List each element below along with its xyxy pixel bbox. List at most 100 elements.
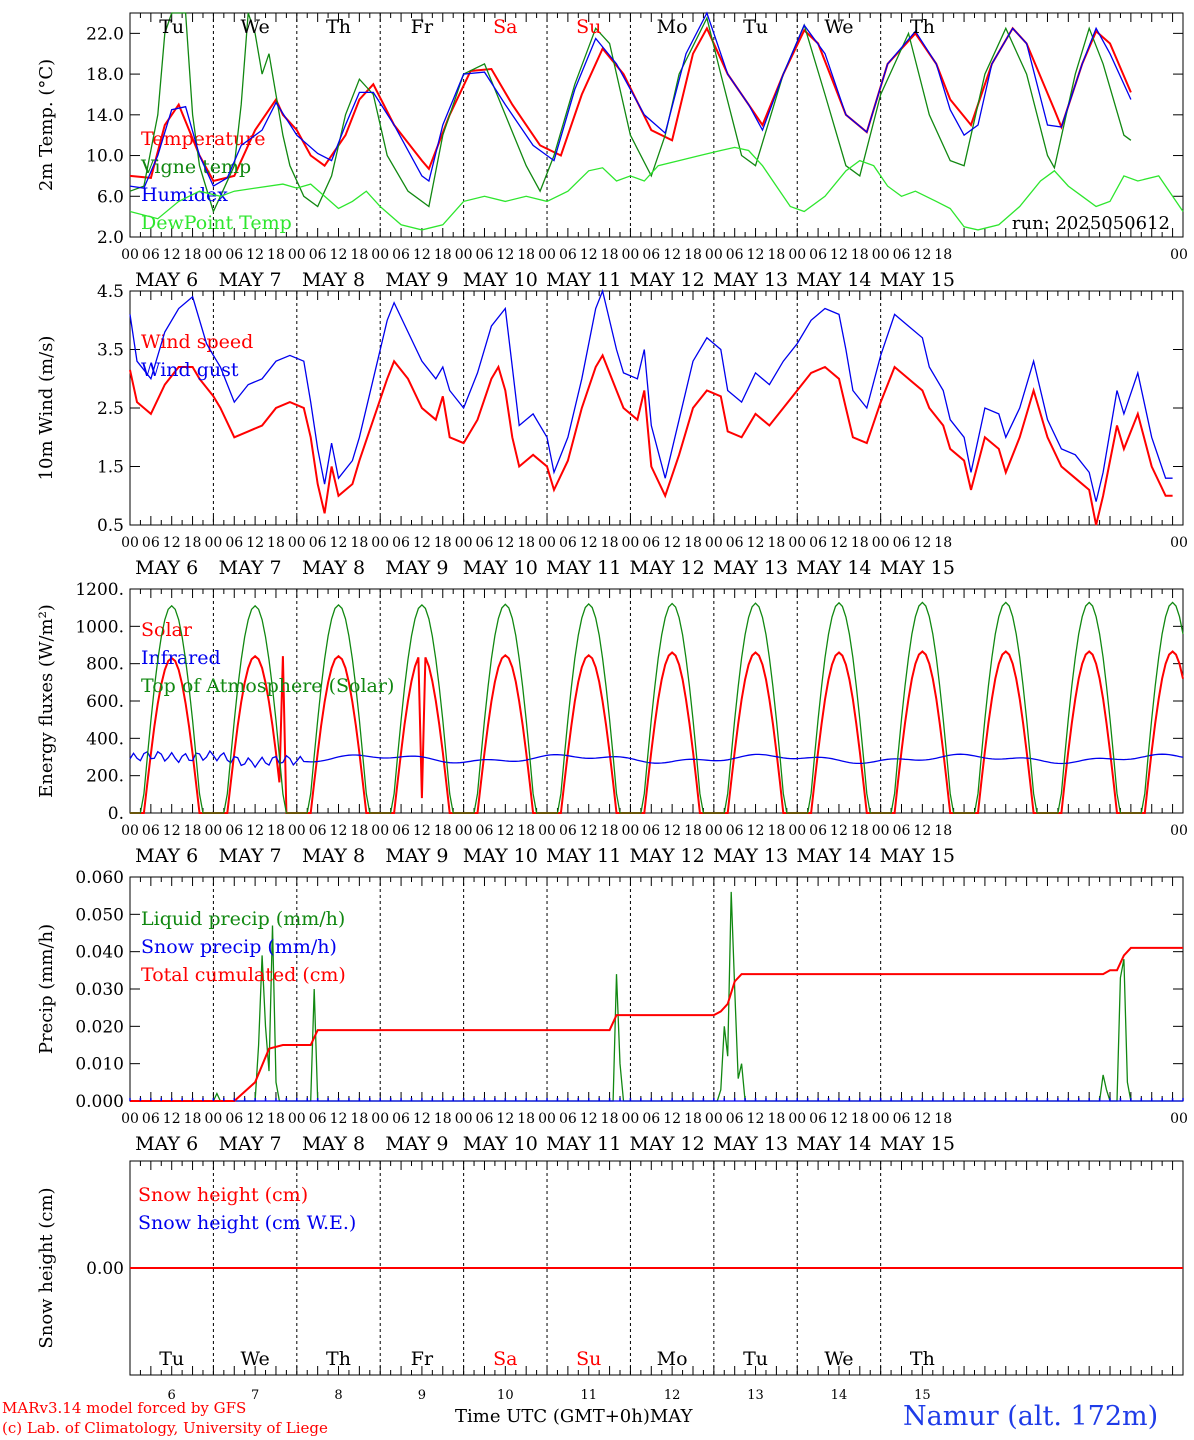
weekday-label: Th	[326, 1348, 351, 1370]
x-hour-label: 18	[851, 247, 869, 263]
x-hour-label: 18	[934, 823, 952, 839]
x-hour-label: 18	[184, 247, 202, 263]
y-tick-label: 600.	[86, 692, 124, 712]
legend-total-cumulated-cm-: Total cumulated (cm)	[141, 964, 346, 986]
day-number-label: 13	[747, 1388, 764, 1403]
x-hour-label: 00	[705, 1111, 723, 1127]
x-hour-label: 12	[163, 823, 181, 839]
x-date-label: MAY 8	[302, 557, 365, 579]
x-hour-label: 12	[496, 823, 514, 839]
x-hour-label: 00	[288, 823, 306, 839]
y-tick-label: 1200.	[75, 580, 124, 600]
weekday-label: We	[240, 1348, 269, 1370]
series-line-wind-speed	[129, 353, 1173, 526]
x-date-label: MAY 9	[385, 269, 448, 291]
x-hour-label: 06	[476, 823, 494, 839]
x-hour-label: 18	[350, 823, 368, 839]
x-hour-label: 18	[934, 1111, 952, 1127]
day-number-label: 10	[497, 1388, 514, 1403]
x-date-label: MAY 7	[219, 845, 282, 867]
legend-vigne-temp: Vigne temp	[140, 156, 251, 178]
x-hour-label: 06	[893, 247, 911, 263]
x-date-label: MAY 10	[463, 557, 538, 579]
x-hour-label: 00	[872, 535, 890, 551]
series-line-top-of-atmosphere-solar-	[130, 601, 1184, 814]
x-hour-label: 18	[434, 247, 452, 263]
series-line-dewpoint-temp	[129, 146, 1184, 231]
x-hour-label: 12	[580, 823, 598, 839]
x-hour-label: 18	[934, 535, 952, 551]
y-tick-label: 3.5	[97, 341, 124, 361]
x-hour-label: 18	[267, 535, 285, 551]
x-hour-label: 18	[434, 535, 452, 551]
x-hour-label: 00	[1170, 1111, 1188, 1127]
x-hour-label: 06	[142, 247, 160, 263]
weekday-label: Fr	[411, 16, 434, 38]
x-hour-label: 12	[496, 1111, 514, 1127]
y-tick-label: 0.030	[75, 980, 124, 1000]
x-hour-label: 12	[747, 247, 765, 263]
x-date-label: MAY 15	[880, 557, 955, 579]
x-date-label: MAY 13	[713, 1133, 788, 1155]
x-hour-label: 18	[184, 823, 202, 839]
weekday-label: Tu	[159, 16, 184, 38]
weekday-label: Sa	[493, 1348, 517, 1370]
x-hour-label: 18	[851, 823, 869, 839]
x-hour-label: 06	[392, 823, 410, 839]
x-hour-label: 12	[913, 1111, 931, 1127]
x-hour-label: 12	[830, 823, 848, 839]
x-hour-label: 00	[455, 247, 473, 263]
x-hour-label: 06	[726, 247, 744, 263]
x-date-label: MAY 11	[546, 1133, 621, 1155]
x-date-label: MAY 15	[880, 845, 955, 867]
weekday-label: Su	[576, 1348, 601, 1370]
x-hour-label: 18	[184, 535, 202, 551]
x-hour-label: 00	[1170, 247, 1188, 263]
day-number-label: 7	[251, 1388, 259, 1403]
x-hour-label: 06	[726, 823, 744, 839]
x-hour-label: 06	[726, 1111, 744, 1127]
panel-4: 0.000 0.010 0.020 0.030 0.040 0.050 0.060 Preci…	[36, 868, 1188, 1155]
legend-wind-gust: Wind gust	[141, 359, 239, 381]
weekday-label: We	[240, 16, 269, 38]
x-hour-label: 06	[309, 1111, 327, 1127]
x-hour-label: 18	[851, 1111, 869, 1127]
x-hour-label: 18	[184, 1111, 202, 1127]
x-date-label: MAY 7	[219, 269, 282, 291]
legend-dewpoint-temp: DewPoint Temp	[141, 212, 292, 234]
x-hour-label: 18	[684, 1111, 702, 1127]
x-hour-label: 00	[204, 247, 222, 263]
lab-credit: (c) Lab. of Climatology, University of L…	[2, 1419, 328, 1437]
x-hour-label: 00	[121, 1111, 139, 1127]
x-date-label: MAY 13	[713, 845, 788, 867]
x-hour-label: 06	[642, 247, 660, 263]
x-hour-label: 18	[350, 1111, 368, 1127]
x-hour-label: 18	[601, 1111, 619, 1127]
weekday-label: We	[824, 1348, 853, 1370]
x-hour-label: 06	[809, 535, 827, 551]
series-line-total-cumulated-cm-	[130, 946, 1183, 1102]
x-hour-label: 06	[476, 247, 494, 263]
x-hour-label: 00	[538, 535, 556, 551]
x-hour-label: 12	[496, 535, 514, 551]
x-hour-label: 18	[267, 823, 285, 839]
x-hour-label: 00	[1170, 535, 1188, 551]
model-credit: MARv3.14 model forced by GFS	[2, 1399, 247, 1417]
x-hour-label: 06	[809, 247, 827, 263]
x-hour-label: 18	[601, 535, 619, 551]
x-hour-label: 18	[684, 247, 702, 263]
x-hour-label: 12	[830, 247, 848, 263]
y-tick-label: 14.0	[86, 106, 124, 126]
y-tick-label: 6.0	[97, 187, 124, 207]
x-hour-label: 06	[309, 535, 327, 551]
y-tick-label: 1000.	[75, 617, 124, 637]
x-date-label: MAY 14	[796, 557, 871, 579]
y-axis-label: Energy fluxes (W/m²)	[36, 604, 57, 798]
x-hour-label: 00	[204, 823, 222, 839]
weekday-label: Tu	[159, 1348, 184, 1370]
x-hour-label: 00	[455, 823, 473, 839]
x-hour-label: 18	[601, 247, 619, 263]
x-hour-label: 00	[872, 823, 890, 839]
x-hour-label: 06	[559, 1111, 577, 1127]
x-date-label: MAY 6	[135, 269, 198, 291]
